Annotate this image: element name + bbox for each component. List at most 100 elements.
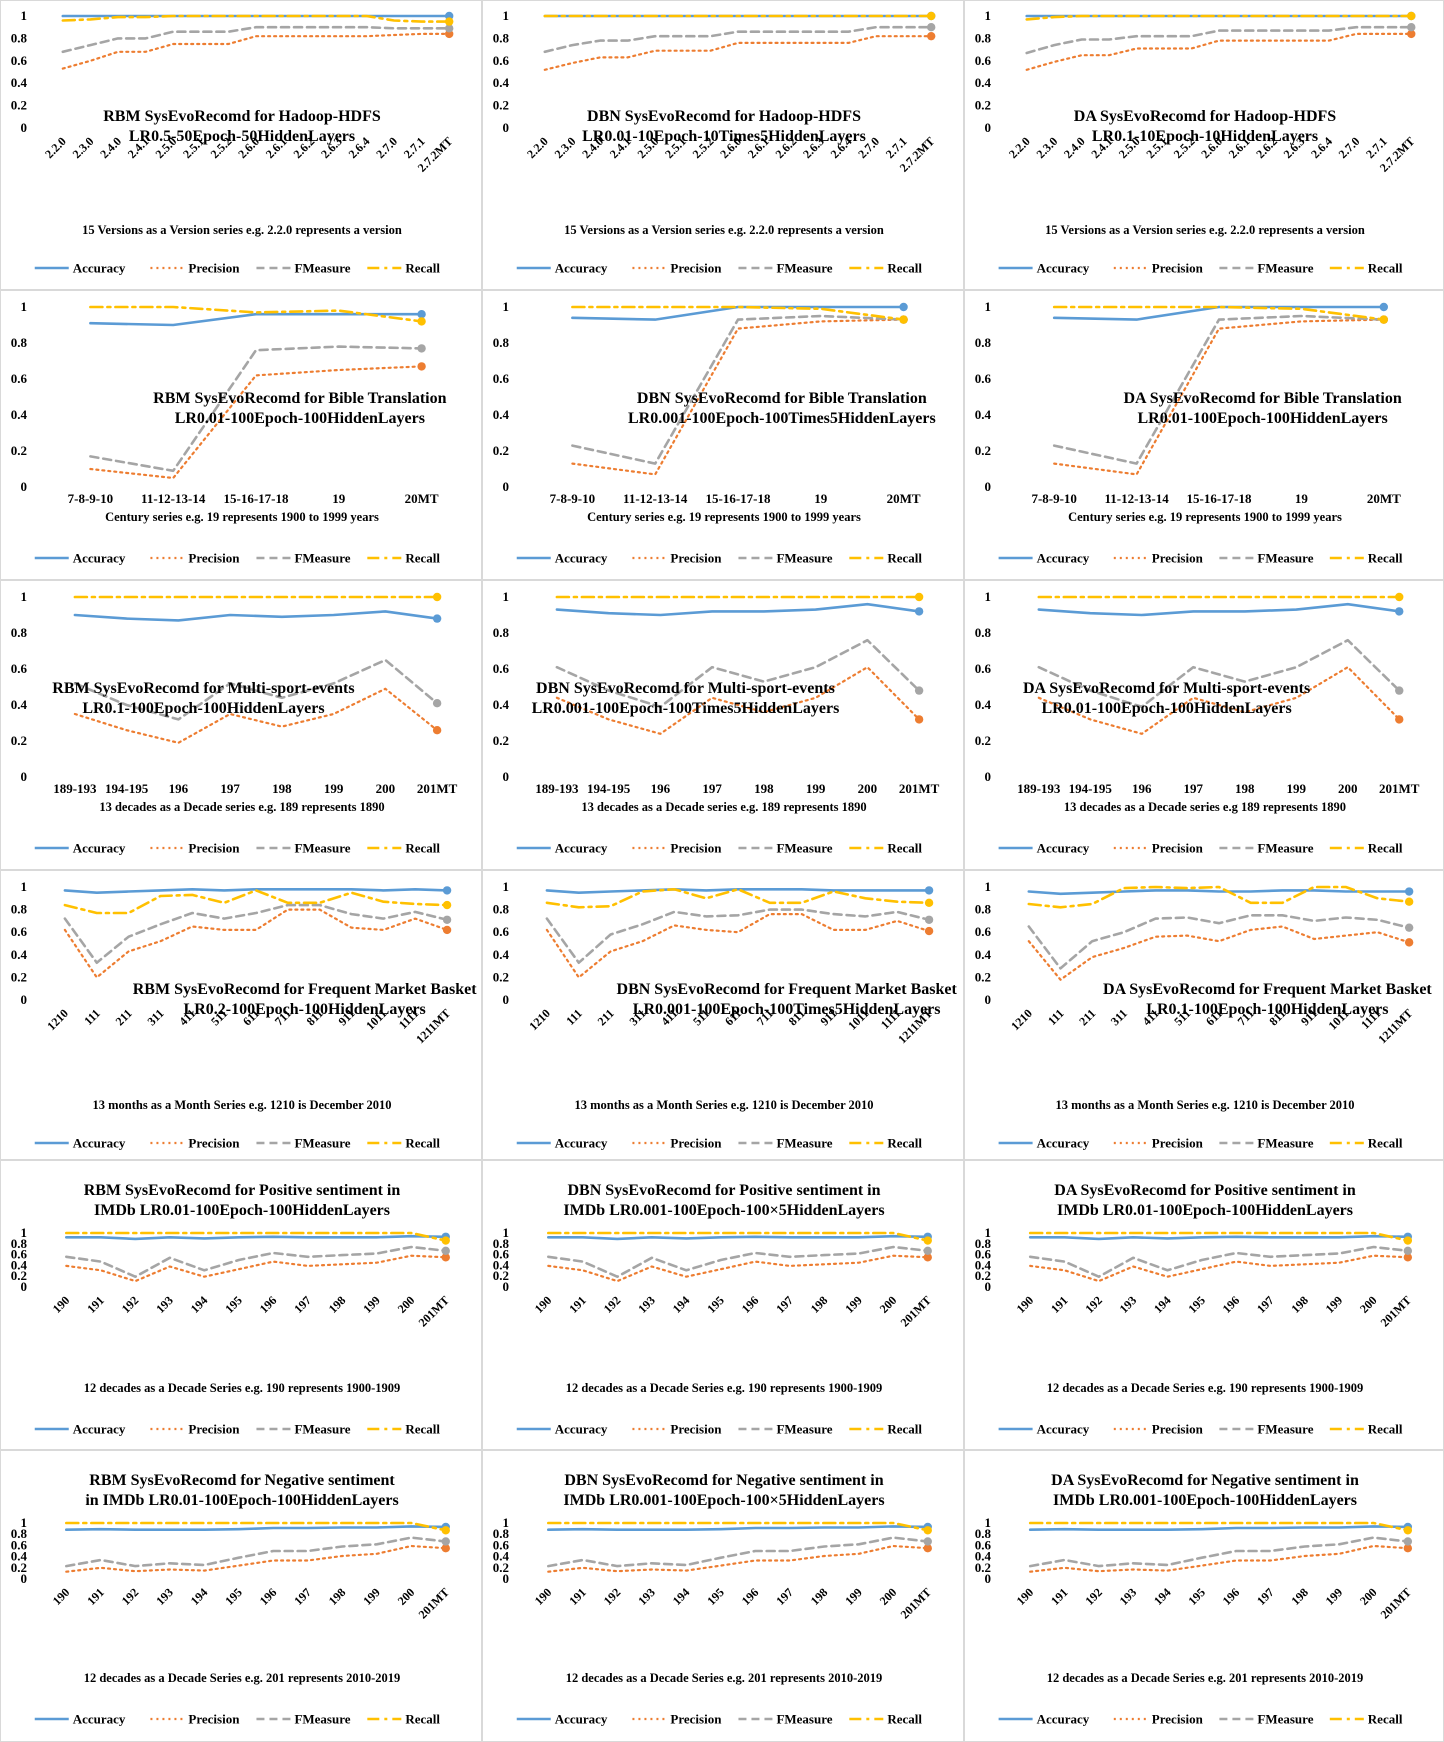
x-tick-label: 191 bbox=[84, 1293, 107, 1316]
x-tick-label: 7-8-9-10 bbox=[550, 491, 596, 506]
y-tick-label: 0.6 bbox=[975, 1247, 992, 1262]
y-tick-label: 1 bbox=[503, 1225, 510, 1240]
legend-label-precision: Precision bbox=[1152, 551, 1204, 566]
legend-label-accuracy: Accuracy bbox=[1037, 261, 1090, 276]
series-line-accuracy bbox=[1037, 602, 1401, 617]
chart-title: LR0.01-100Epoch-100HiddenLayers bbox=[1041, 700, 1291, 717]
y-tick-label: 1 bbox=[985, 8, 992, 23]
x-tick-label: 197 bbox=[220, 781, 240, 796]
y-tick-label: 0.6 bbox=[975, 53, 992, 68]
series-line-fmeasure bbox=[73, 658, 439, 721]
x-tick-label: 197 bbox=[773, 1585, 796, 1608]
x-tick-label: 192 bbox=[1082, 1585, 1105, 1608]
y-tick-label: 0.4 bbox=[975, 947, 992, 962]
legend: Accuracy Precision FMeasure Recall bbox=[516, 1712, 922, 1727]
legend: Accuracy Precision FMeasure Recall bbox=[998, 1136, 1403, 1151]
y-tick-label: 0.8 bbox=[493, 335, 510, 350]
x-tick-label: 2.4.0 bbox=[1061, 134, 1088, 161]
legend-label-fmeasure: FMeasure bbox=[776, 1712, 832, 1727]
chart-title: DA SysEvoRecomd for Negative sentiment i… bbox=[1051, 1472, 1359, 1489]
y-tick-label: 0.8 bbox=[975, 1526, 992, 1541]
x-tick-label: 19 bbox=[1295, 491, 1309, 506]
x-tick-label: 7-8-9-10 bbox=[1031, 491, 1077, 506]
series-line-fmeasure bbox=[545, 908, 931, 964]
series-line-accuracy bbox=[65, 1525, 448, 1531]
x-tick-label: 201MT bbox=[899, 781, 940, 796]
y-tick-label: 0.4 bbox=[975, 1549, 992, 1564]
series-line-precision bbox=[1037, 666, 1401, 735]
x-tick-label: 192 bbox=[119, 1585, 142, 1608]
chart-title: DA SysEvoRecomd for Frequent Market Bask… bbox=[1103, 981, 1432, 998]
series-line-precision bbox=[1053, 318, 1385, 476]
legend-label-precision: Precision bbox=[1152, 1712, 1204, 1727]
series-line-accuracy bbox=[547, 1525, 930, 1531]
y-tick-label: 0.2 bbox=[493, 1268, 509, 1283]
x-tick-label: 2.7.0 bbox=[1336, 134, 1363, 161]
legend-label-accuracy: Accuracy bbox=[555, 551, 608, 566]
x-tick-label: 2.2.0 bbox=[1006, 134, 1033, 161]
x-tick-label: 200 bbox=[1338, 781, 1358, 796]
legend: Accuracy Precision FMeasure Recall bbox=[34, 1712, 440, 1727]
legend-label-precision: Precision bbox=[1152, 841, 1204, 856]
x-axis-label: 12 decades as a Decade Series e.g. 190 r… bbox=[84, 1381, 401, 1395]
series-end-marker-accuracy bbox=[1395, 607, 1404, 616]
x-tick-label: 7-8-9-10 bbox=[68, 491, 114, 506]
y-tick-label: 0.2 bbox=[11, 1268, 27, 1283]
legend-label-precision: Precision bbox=[1152, 1136, 1204, 1151]
series-end-marker-accuracy bbox=[899, 302, 908, 312]
series-end-marker-recall bbox=[927, 11, 936, 21]
chart-title: LR0.001-100Epoch-100Times5HiddenLayers bbox=[633, 1001, 941, 1018]
series-end-marker-precision bbox=[923, 1544, 932, 1553]
y-tick-label: 1 bbox=[503, 1515, 510, 1530]
series-line-fmeasure bbox=[571, 314, 905, 465]
series-line-precision bbox=[555, 666, 921, 735]
series-end-marker-precision bbox=[914, 715, 924, 724]
x-axis-label: Century series e.g. 19 represents 1900 t… bbox=[105, 510, 379, 524]
chart-title: DA SysEvoRecomd for Hadoop-HDFS bbox=[1074, 108, 1336, 125]
line-chart: 00.20.40.60.812.2.0 2.3.0 2.4.0 2.4.1 2.5.0 2… bbox=[975, 8, 1418, 276]
legend-label-fmeasure: FMeasure bbox=[294, 1136, 350, 1151]
x-axis-label: 13 months as a Month Series e.g. 1210 is… bbox=[574, 1098, 873, 1112]
legend-label-precision: Precision bbox=[188, 1136, 240, 1151]
series-end-marker-accuracy bbox=[1404, 887, 1414, 896]
y-tick-label: 0.6 bbox=[11, 1247, 28, 1262]
x-tick-label: 15-16-17-18 bbox=[706, 491, 771, 506]
y-tick-label: 0.4 bbox=[11, 1257, 28, 1272]
x-tick-label: 111 bbox=[563, 1006, 585, 1028]
legend-label-recall: Recall bbox=[887, 1136, 922, 1151]
y-tick-label: 0.4 bbox=[11, 697, 28, 712]
y-tick-label: 0.8 bbox=[975, 335, 992, 350]
legend-label-fmeasure: FMeasure bbox=[1257, 261, 1313, 276]
series-line-fmeasure bbox=[65, 1536, 448, 1568]
series-end-marker-precision bbox=[924, 926, 934, 936]
x-tick-label: 11-12-13-14 bbox=[141, 491, 206, 506]
series-end-marker-fmeasure bbox=[1395, 686, 1404, 695]
legend-label-precision: Precision bbox=[188, 841, 240, 856]
y-tick-label: 0.8 bbox=[493, 625, 510, 640]
chart-title: IMDb LR0.001-100Epoch-100×5HiddenLayers bbox=[563, 1202, 884, 1219]
x-tick-label: 190 bbox=[532, 1293, 555, 1316]
x-tick-label: 200 bbox=[858, 781, 878, 796]
legend-label-recall: Recall bbox=[405, 1136, 440, 1151]
legend: Accuracy Precision FMeasure Recall bbox=[34, 841, 440, 856]
x-tick-label: 196 bbox=[651, 781, 671, 796]
series-end-marker-precision bbox=[1403, 1253, 1413, 1262]
series-line-fmeasure bbox=[555, 638, 921, 709]
x-tick-label: 199 bbox=[1323, 1293, 1346, 1316]
y-tick-label: 0 bbox=[985, 1279, 992, 1294]
chart-title: DBN SysEvoRecomd for Negative sentiment … bbox=[564, 1472, 883, 1489]
series-end-marker-precision bbox=[417, 362, 426, 371]
series-end-marker-precision bbox=[442, 925, 452, 935]
series-end-marker-fmeasure bbox=[441, 1246, 450, 1256]
line-chart: 00.20.40.60.812.2.0 2.3.0 2.4.0 2.4.1 2.5.0 2… bbox=[493, 8, 938, 276]
y-tick-label: 0.6 bbox=[493, 53, 510, 68]
line-chart: 00.20.40.60.812.2.0 2.3.0 2.4.0 2.4.1 2.5.0 2… bbox=[11, 8, 456, 276]
x-tick-label: 198 bbox=[1235, 781, 1255, 796]
x-axis-label: 12 decades as a Decade Series e.g. 201 r… bbox=[1047, 1671, 1364, 1685]
series-end-marker-fmeasure bbox=[445, 24, 454, 33]
x-tick-label: 199 bbox=[842, 1293, 865, 1316]
y-tick-label: 0.2 bbox=[11, 1560, 27, 1575]
series-line-accuracy bbox=[65, 1234, 448, 1241]
x-tick-label: 194 bbox=[188, 1293, 211, 1316]
series-line-accuracy bbox=[1027, 889, 1411, 896]
